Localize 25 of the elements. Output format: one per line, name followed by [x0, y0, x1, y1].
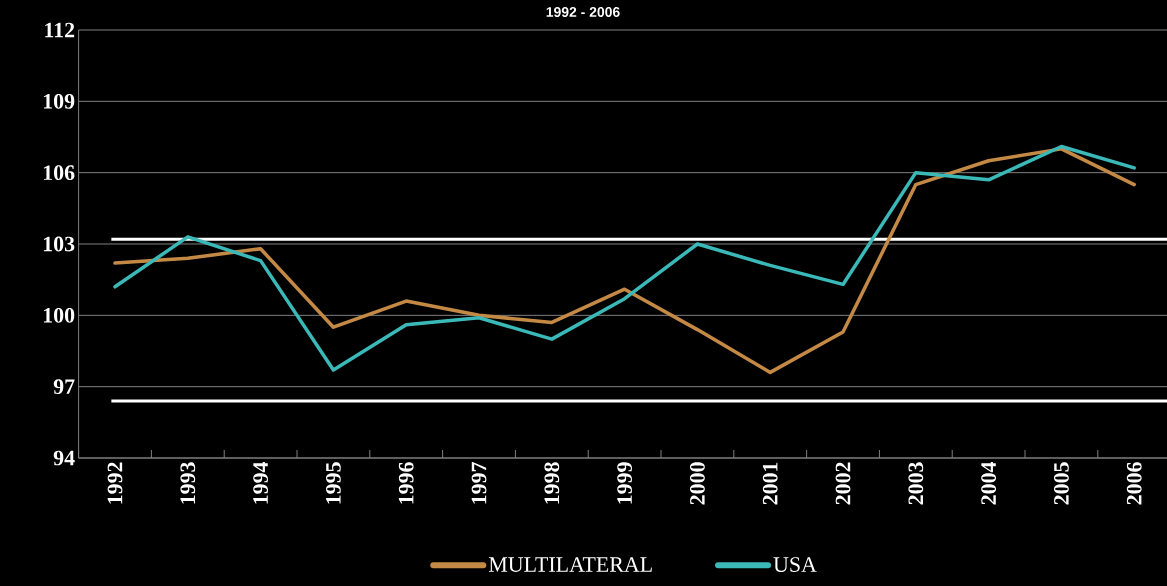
- legend-label: MULTILATERAL: [488, 557, 652, 572]
- x-tick-label: 2006: [1126, 462, 1142, 505]
- y-tick-label: 112: [45, 22, 75, 38]
- legend-label: USA: [773, 557, 817, 572]
- x-tick-label: 1992: [107, 462, 123, 504]
- x-tick-label: 2005: [1054, 462, 1069, 505]
- y-tick-label: 97: [53, 379, 75, 395]
- y-tick-label: 94: [53, 450, 75, 466]
- x-tick-label: 2004: [981, 461, 997, 505]
- x-tick-label: 1994: [253, 461, 268, 504]
- y-tick-label: 100: [43, 307, 75, 323]
- x-tick-label: 1998: [544, 462, 560, 504]
- x-tick-label: 2000: [690, 462, 705, 505]
- x-tick-label: 1995: [326, 462, 341, 504]
- x-tick-label: 1999: [617, 462, 632, 504]
- x-tick-label: 1997: [471, 462, 487, 504]
- x-tick-label: 1993: [180, 462, 196, 504]
- y-tick-label: 103: [43, 236, 75, 252]
- chart-title: 1992 - 2006: [546, 7, 620, 17]
- x-tick-label: 2003: [908, 462, 924, 505]
- x-tick-label: 2001: [762, 462, 778, 505]
- y-tick-label: 106: [43, 165, 75, 181]
- x-tick-label: 2002: [835, 462, 851, 505]
- y-tick-label: 109: [43, 93, 75, 109]
- x-tick-label: 1996: [398, 462, 414, 504]
